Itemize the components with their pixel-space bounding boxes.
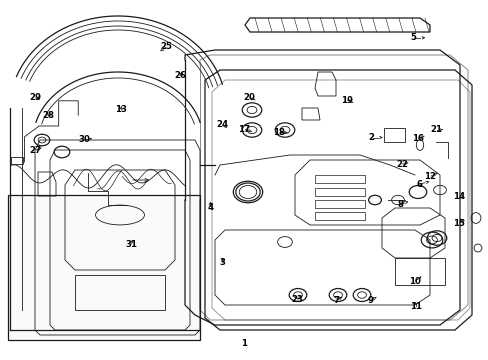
Text: 10: 10 [408, 277, 420, 286]
Text: 21: 21 [429, 125, 441, 134]
Bar [314, 188, 364, 196]
Text: 12: 12 [424, 172, 435, 181]
Text: 26: 26 [174, 71, 185, 80]
Text: 7: 7 [333, 296, 339, 305]
Bar [314, 212, 364, 220]
Text: 3: 3 [219, 258, 225, 267]
Text: 5: 5 [409, 33, 415, 42]
Text: 20: 20 [243, 93, 255, 102]
Text: 27: 27 [29, 146, 41, 155]
Text: 24: 24 [216, 120, 228, 129]
Text: 29: 29 [29, 94, 41, 102]
Text: 28: 28 [42, 111, 54, 120]
Text: 9: 9 [367, 296, 373, 305]
Text: 6: 6 [416, 180, 422, 189]
Text: 4: 4 [207, 202, 213, 211]
Text: 15: 15 [452, 219, 464, 228]
Text: 1: 1 [241, 339, 247, 348]
Text: 31: 31 [125, 240, 137, 248]
Text: 25: 25 [160, 42, 172, 51]
Text: 11: 11 [409, 302, 421, 311]
Text: 8: 8 [396, 200, 402, 209]
Text: 22: 22 [395, 160, 407, 168]
Text: 16: 16 [411, 134, 423, 143]
Text: 30: 30 [78, 135, 90, 144]
Bar [314, 175, 364, 183]
Text: 13: 13 [115, 105, 127, 114]
Bar [314, 200, 364, 208]
Text: 17: 17 [238, 125, 250, 134]
Polygon shape [8, 195, 200, 340]
Text: 23: 23 [291, 295, 303, 304]
Text: 18: 18 [272, 128, 284, 137]
Text: 2: 2 [368, 133, 374, 142]
Text: 19: 19 [341, 95, 352, 104]
Text: 14: 14 [452, 192, 464, 201]
Bar [11, 157, 23, 164]
